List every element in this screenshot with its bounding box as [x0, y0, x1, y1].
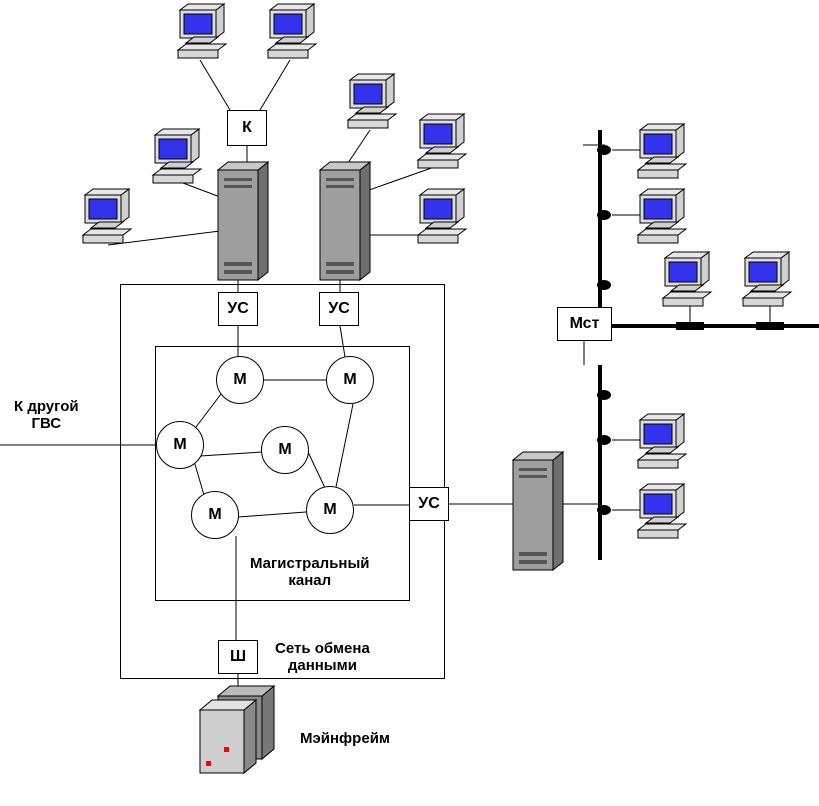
- node-M6: М: [306, 486, 354, 534]
- box-YC2: УС: [319, 292, 359, 326]
- label-mainframe: Мэйнфрейм: [300, 730, 390, 747]
- label-net: Сеть обмена данными: [275, 640, 370, 674]
- box-YC3: УС: [409, 487, 449, 521]
- box-K: К: [227, 110, 267, 146]
- node-M2: М: [326, 356, 374, 404]
- label-other: К другой ГВС: [14, 398, 79, 432]
- box-YC1: УС: [218, 292, 258, 326]
- box-MST: Мст: [557, 307, 612, 341]
- label-magistral: Магистральный канал: [250, 555, 370, 589]
- box-SH: Ш: [218, 640, 258, 674]
- node-M4: М: [261, 426, 309, 474]
- node-M1: М: [216, 356, 264, 404]
- node-M3: М: [156, 421, 204, 469]
- node-M5: М: [191, 491, 239, 539]
